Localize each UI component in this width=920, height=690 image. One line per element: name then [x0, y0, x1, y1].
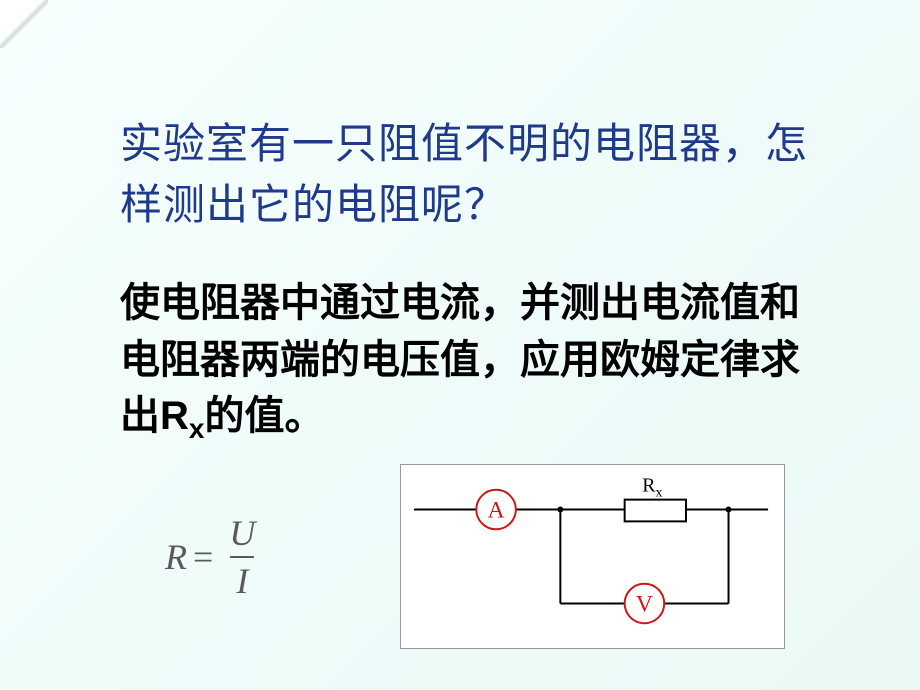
- answer-suffix: 的值。: [204, 394, 324, 438]
- slide-content: 实验室有一只阻值不明的电阻器，怎样测出它的电阻呢？ 使电阻器中通过电流，并测出电…: [0, 0, 920, 649]
- svg-text:V: V: [636, 592, 653, 618]
- svg-text:Rx: Rx: [642, 475, 662, 500]
- formula-fraction: U I: [223, 512, 261, 602]
- formula-numerator: U: [223, 512, 261, 556]
- slide-answer: 使电阻器中通过电流，并测出电流值和电阻器两端的电压值，应用欧姆定律求出Rx的值。: [120, 275, 820, 449]
- bottom-row: R = U I A Rx V: [120, 464, 820, 649]
- formula-denominator: I: [230, 556, 254, 602]
- answer-subscript: x: [189, 413, 205, 444]
- svg-text:A: A: [487, 498, 504, 524]
- formula-equals: =: [193, 536, 213, 578]
- slide-title: 实验室有一只阻值不明的电阻器，怎样测出它的电阻呢？: [120, 115, 820, 237]
- ohms-law-formula: R = U I: [120, 512, 400, 602]
- circuit-diagram: A Rx V: [400, 464, 785, 649]
- formula-lhs: R: [165, 536, 187, 578]
- circuit-svg: A Rx V: [401, 465, 784, 648]
